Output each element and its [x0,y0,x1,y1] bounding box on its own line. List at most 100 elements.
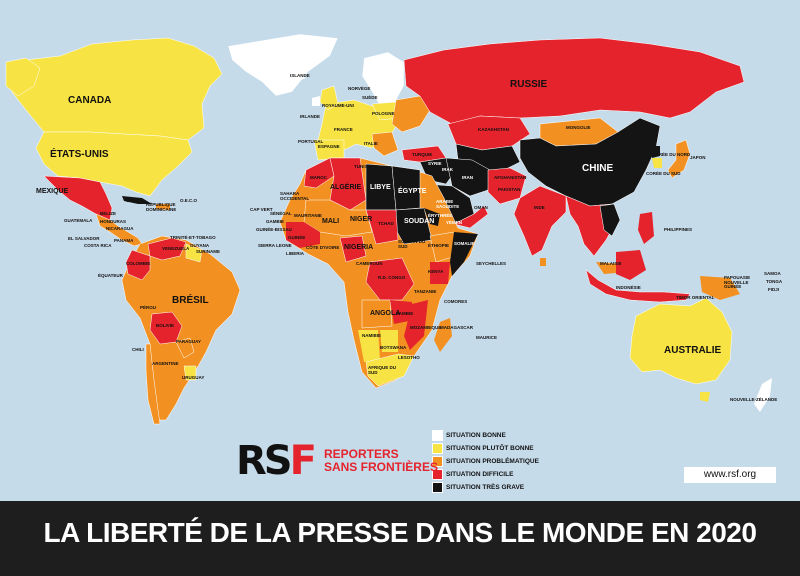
rsf-logo: RSF REPORTERS SANS FRONTIÈRES [236,441,438,481]
legend-swatch [432,456,443,467]
label-tanzanie: TANZANIE [414,289,437,294]
label-paraguay: PARAGUAY [176,339,202,344]
united-states [35,131,193,197]
label-arabie: ARABIE SAOUDITE [436,199,460,209]
label-soudan-sud: SOUDAN DU SUD [398,239,426,249]
label-etats-unis: ÉTATS-UNIS [50,149,109,160]
tasmania [700,392,710,402]
label-norvege: NORVÈGE [348,86,371,91]
label-tchad: TCHAD [378,221,394,226]
label-malaisie: MALAISIE [600,261,622,266]
russia [403,37,745,125]
greenland [227,33,339,97]
label-guinee: GUINÉE [288,235,306,240]
label-indonesie: INDONÉSIE [616,285,641,290]
label-perou: PÉROU [140,305,157,310]
dr-congo [365,257,415,301]
label-belize: BELIZE [100,211,117,216]
legend-label: SITUATION TRÈS GRAVE [446,484,525,491]
label-mexique: MEXIQUE [36,188,69,195]
label-islande: ISLANDE [290,73,310,78]
label-cap-vert: CAP VERT [250,207,273,212]
label-libye: LIBYE [370,184,391,191]
borneo [616,250,646,280]
label-kazakhstan: KAZAKHSTAN [478,127,509,132]
sri-lanka [540,258,546,266]
label-chine: CHINE [582,163,614,174]
angola [361,299,393,329]
label-inde: INDE [534,205,545,210]
iceland [282,71,306,83]
label-zambie: ZAMBIE [396,311,414,316]
title-banner [0,501,800,576]
label-colombie: COLOMBIE [126,261,151,266]
label-oman: OMAN [474,205,488,210]
label-france: FRANCE [334,127,353,132]
label-sahara: SAHARA OCCIDENTAL [280,191,310,201]
chile [145,343,161,425]
madagascar [434,318,452,352]
label-iran: IRAN [462,175,473,180]
label-timor: TIMOR ORIENTAL [676,295,715,300]
zambia [390,300,414,324]
label-cameroun: CAMEROUN [356,261,383,266]
australia [629,297,733,385]
label-venezuela: VENEZUELA [162,246,190,251]
label-soudan: SOUDAN [404,218,435,225]
label-maurice: MAURICE [476,335,497,340]
label-sierra-leone: SIERRA LEONE [258,243,292,248]
eritrea [424,208,440,226]
legend-label: SITUATION PROBLÉMATIQUE [446,458,539,465]
label-kenya: KENYA [428,269,444,274]
label-coree-sud: CORÉE DU SUD [646,171,681,176]
south-africa [365,353,415,387]
namibia [358,330,380,362]
papua-new-guinea [700,276,740,300]
label-mauritanie: MAURITANIE [294,213,322,218]
japan [667,139,691,179]
label-guatemala: GUATEMALA [64,218,93,223]
label-coree-nord: CORÉE DU NORD [652,152,691,157]
label-philippines: PHILIPPINES [664,227,693,232]
guyanas [185,243,203,263]
label-irlande: IRLANDE [300,114,320,119]
label-suriname: SURINAME [196,249,221,254]
label-bolivie: BOLIVIE [156,323,175,328]
legend-swatch [432,443,443,454]
label-namibie: NAMIBIE [362,333,381,338]
label-italie: ITALIE [364,141,378,146]
indonesia [585,269,691,303]
label-guyana: GUYANA [190,243,210,248]
yemen-oman [453,205,489,229]
label-cuba: CUBA [126,198,139,203]
label-syrie: SYRIE [428,161,442,166]
label-espagne: ESPAGNE [318,144,340,149]
label-argentine: ARGENTINE [152,361,179,366]
legend-label: SITUATION DIFFICILE [446,471,514,478]
label-nigeria: NIGERIA [344,244,374,251]
label-fidji: FIDJI [768,287,780,292]
legend-item: SITUATION PROBLÉMATIQUE [432,455,539,468]
label-senegal: SÉNÉGAL [270,211,292,216]
logo-mark-left: RS [236,438,293,484]
uk [319,85,339,111]
label-angola: ANGOLA [370,310,401,317]
website-link[interactable]: www.rsf.org [684,467,776,483]
label-mozambique: MOZAMBIQUE [410,325,442,330]
label-gambie: GAMBIE [266,219,284,224]
balkans [371,131,399,157]
label-botswana: BOTSWANA [380,345,407,350]
paraguay [175,337,195,359]
label-tunisie: TUNISIE [354,164,372,169]
somalia [450,232,478,276]
logo-line1: REPORTERS [323,447,399,461]
rsf-logo-text: REPORTERS SANS FRONTIÈRES [324,448,438,474]
logo-line2: SANS FRONTIÈRES [323,460,438,474]
label-samoa: SAMOA [764,271,781,276]
north-korea [650,146,660,158]
label-costa-rica: COSTA RICA [84,243,112,248]
label-tonga: TONGA [766,279,783,284]
label-mali: MALI [322,218,340,225]
label-russie: RUSSIE [510,79,548,90]
label-rep-dominicaine: RÉPUBLIQUE DOMINICAINE [146,202,177,212]
